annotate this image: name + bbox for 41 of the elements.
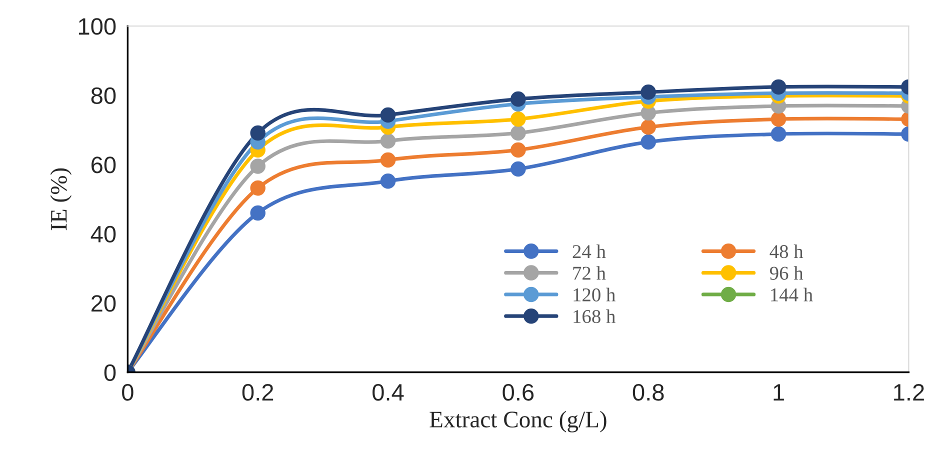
legend-label: 168 h <box>574 309 616 324</box>
point <box>250 125 266 141</box>
point <box>510 142 526 158</box>
point <box>770 126 786 142</box>
point <box>250 205 266 221</box>
point <box>640 119 656 135</box>
legend-label: 144 h <box>771 288 813 302</box>
point <box>510 125 526 141</box>
point <box>380 133 396 149</box>
legend-label: 24 h <box>572 244 606 258</box>
y-tick-label: 60 <box>92 156 116 174</box>
point <box>380 107 396 123</box>
point <box>640 84 656 100</box>
y-tick-label: 80 <box>91 87 116 104</box>
x-tick-label: 0.2 <box>242 384 274 401</box>
point <box>770 112 786 127</box>
point <box>250 180 266 196</box>
y-tick-label: 100 <box>78 18 116 35</box>
legend-label: 120 h <box>574 288 616 302</box>
y-axis-title: IE (%) <box>50 168 72 230</box>
x-tick-label: 0.6 <box>502 384 534 401</box>
point <box>640 134 656 150</box>
y-tick-label: 0 <box>104 364 116 382</box>
legend-label: 72 h <box>573 266 606 280</box>
point <box>380 173 396 189</box>
point <box>510 91 526 107</box>
x-tick-label: 1 <box>774 384 784 400</box>
point <box>510 112 526 127</box>
point <box>510 161 526 177</box>
x-axis-title: Extract Conc (g/L) <box>430 410 606 432</box>
legend-label: 48 h <box>770 244 804 258</box>
x-tick-label: 0.8 <box>632 384 664 401</box>
y-tick-label: 40 <box>90 226 116 243</box>
point <box>380 152 396 168</box>
legend-label: 96 h <box>770 266 804 280</box>
y-tick-label: 20 <box>92 295 116 312</box>
x-tick-label: 1.2 <box>894 384 924 400</box>
point <box>770 79 786 95</box>
point <box>250 158 266 174</box>
x-tick-label: 0.4 <box>372 384 404 401</box>
x-tick-label: 0 <box>122 384 134 401</box>
